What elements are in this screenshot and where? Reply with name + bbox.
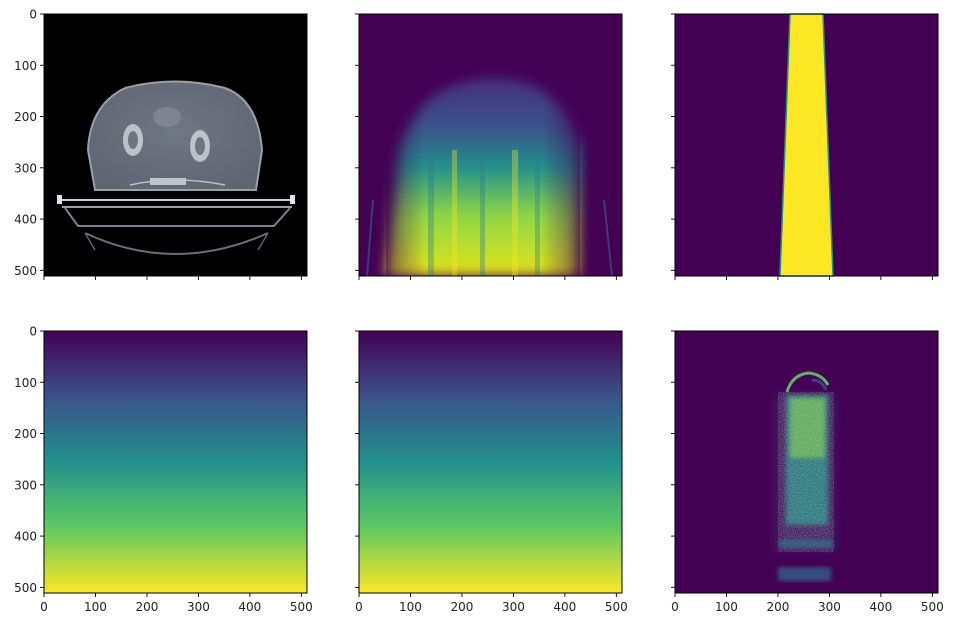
y-tick-label: 300 [14, 161, 37, 175]
x-tick-label: 0 [671, 600, 679, 614]
y-tick-label: 100 [14, 59, 37, 73]
tick-marks [40, 13, 933, 597]
panel-ct-slice [44, 14, 307, 276]
y-tick-label: 500 [14, 581, 37, 595]
y-tick-label: 200 [14, 110, 37, 124]
noisy-column-tail [778, 567, 831, 581]
x-tick-label: 300 [187, 600, 210, 614]
y-tick-label: 400 [14, 530, 37, 544]
y-tick-label: 100 [14, 376, 37, 390]
panel-noisy-dose [675, 331, 938, 593]
y-tick-label: 500 [14, 264, 37, 278]
panel-beam-mask [675, 13, 938, 277]
x-tick-label: 100 [84, 600, 107, 614]
y-tick-label: 0 [29, 8, 37, 22]
x-tick-label: 200 [450, 600, 473, 614]
panel-dose-projection [359, 14, 622, 276]
x-tick-label: 0 [355, 600, 363, 614]
beam-mask-shape [779, 13, 834, 277]
panel-depth-gradient-b [359, 331, 622, 593]
x-tick-label: 400 [869, 600, 892, 614]
y-tick-label: 400 [14, 213, 37, 227]
x-tick-label: 500 [290, 600, 313, 614]
x-tick-label: 400 [553, 600, 576, 614]
y-tick-label: 200 [14, 427, 37, 441]
y-tick-label: 300 [14, 478, 37, 492]
x-tick-label: 500 [921, 600, 944, 614]
ct-body [86, 80, 264, 191]
axes-frames [43, 13, 939, 594]
x-tick-label: 300 [818, 600, 841, 614]
x-tick-label: 100 [715, 600, 738, 614]
dose-stripes [428, 150, 540, 276]
x-tick-label: 200 [135, 600, 158, 614]
ct-couch [57, 195, 295, 255]
x-tick-label: 500 [605, 600, 628, 614]
x-tick-label: 400 [238, 600, 261, 614]
y-tick-label: 0 [29, 325, 37, 339]
panel-depth-gradient-a [44, 331, 307, 593]
x-tick-label: 200 [766, 600, 789, 614]
noisy-arc [785, 371, 830, 393]
x-tick-label: 0 [40, 600, 48, 614]
x-tick-label: 300 [502, 600, 525, 614]
x-tick-label: 100 [399, 600, 422, 614]
